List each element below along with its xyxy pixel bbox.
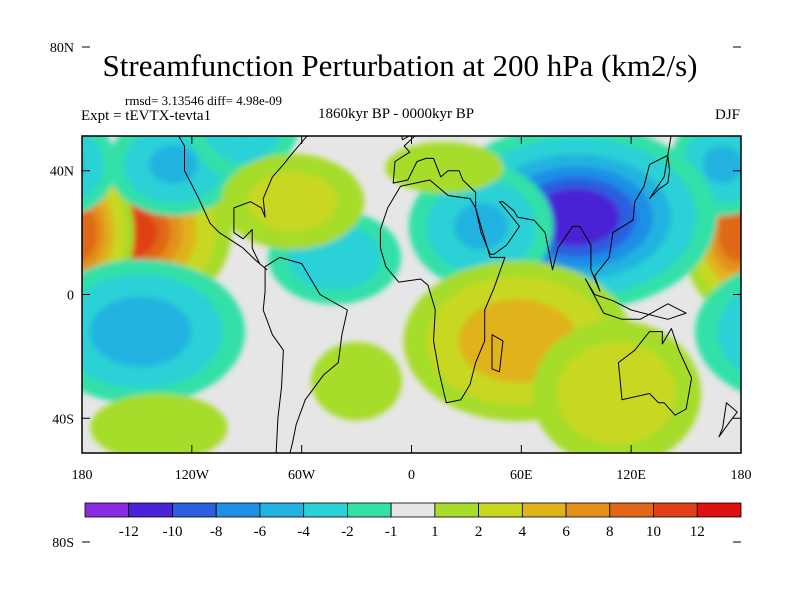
- contour-anomaly-9: [0, 138, 37, 297]
- coastline-japan: [649, 154, 671, 200]
- contour-anomaly-15: [0, 342, 17, 444]
- colorbar-swatch: [653, 502, 698, 518]
- colorbar-swatch: [346, 502, 392, 518]
- lon-label: 120W: [175, 468, 210, 483]
- colorbar-label: -6: [254, 524, 267, 540]
- lon-label: 120E: [616, 468, 646, 483]
- period-label: 1860kyr BP - 0000kyr BP: [318, 106, 475, 122]
- coastline-madagascar: [491, 334, 504, 373]
- contour-anomaly-5: [309, 14, 397, 67]
- map-title: Streamfunction Perturbation at 200 hPa (…: [102, 48, 698, 83]
- contour-anomaly-2: [767, 113, 800, 215]
- contour-anomaly-16: [90, 393, 228, 453]
- contour-anomaly-0: [737, 217, 741, 248]
- colorbar-label: -2: [341, 524, 354, 540]
- colorbar-label: 12: [690, 524, 705, 540]
- colorbar-label: -10: [162, 524, 182, 540]
- map-axes: 80N 40N 0 40S 80S 180 120W 60W 0 60E 120E 180: [50, 41, 752, 551]
- colorbar-label: 1: [431, 524, 439, 540]
- contour-anomaly-7: [0, 8, 114, 111]
- contour-anomaly-7: [643, 34, 729, 85]
- coastline-greenland: [280, 38, 379, 109]
- contour-anomaly-4: [204, 136, 282, 163]
- contour-anomaly-9: [0, 124, 58, 310]
- colorbar-swatch: [565, 502, 611, 518]
- coastline-south-america: [262, 256, 348, 453]
- contour-anomaly-2: [783, 126, 800, 203]
- colorbar-swatch: [172, 502, 217, 518]
- contour-anomaly-15: [557, 342, 676, 445]
- contour-anomaly-9: [0, 154, 12, 280]
- contour-anomaly-3: [749, 297, 800, 367]
- colorbar-swatch: [390, 502, 436, 518]
- colorbar-swatch: [521, 502, 567, 518]
- contour-anomaly-1: [718, 204, 741, 261]
- lon-label: 0: [408, 468, 415, 483]
- colorbar-label: 4: [519, 524, 527, 540]
- contour-anomaly-13: [385, 142, 504, 194]
- colorbar-swatch: [696, 502, 742, 518]
- contour-anomaly-17: [311, 341, 402, 421]
- contour-anomaly-0: [750, 206, 800, 259]
- colorbar-label: -12: [119, 524, 139, 540]
- contour-anomaly-6: [342, 0, 598, 112]
- stats-label: rmsd= 3.13546 diff= 4.98e-09: [125, 93, 283, 108]
- contour-anomaly-5: [282, 0, 424, 83]
- lon-label: 60E: [510, 468, 533, 483]
- experiment-label: Expt = tEVTX-tevta1: [81, 108, 212, 124]
- contour-anomaly-3: [89, 296, 192, 367]
- colorbar-swatch: [215, 502, 261, 518]
- coastline-north-america: [178, 136, 308, 271]
- lon-label: 60W: [288, 468, 316, 483]
- coastline-eurasia: [392, 136, 672, 292]
- contour-anomaly-6: [387, 15, 554, 92]
- coastlines: [178, 38, 738, 453]
- colorbar-label: -4: [297, 524, 310, 540]
- contour-anomaly-12: [247, 171, 338, 232]
- colorbar-label: 8: [606, 524, 614, 540]
- contour-anomaly-7: [0, 0, 142, 128]
- contour-anomaly-15: [0, 320, 42, 466]
- colorbar: -12 -10 -8 -6 -4 -2 -1 1 2 4 6 8 10 12: [84, 502, 742, 540]
- coastline-new-zealand: [718, 402, 738, 438]
- lat-label: 80S: [52, 536, 74, 551]
- colorbar-swatch: [259, 502, 305, 518]
- contour-field: [0, 0, 800, 466]
- colorbar-label: 2: [475, 524, 483, 540]
- season-label: DJF: [714, 107, 740, 123]
- contour-anomaly-6: [310, 0, 631, 127]
- colorbar-label: -1: [385, 524, 398, 540]
- colorbar-swatch: [303, 502, 348, 518]
- coastline-africa: [379, 179, 506, 404]
- colorbar-label: 6: [562, 524, 570, 540]
- lat-label: 40S: [52, 412, 74, 427]
- lon-label: 180: [731, 468, 752, 483]
- contour-anomaly-8: [82, 136, 104, 199]
- colorbar-swatch: [434, 502, 479, 518]
- contour-anomaly-7: [571, 0, 800, 128]
- colorbar-swatch: [478, 502, 523, 518]
- contour-anomaly-7: [599, 8, 772, 111]
- colorbar-swatch: [128, 502, 173, 518]
- contour-anomaly-3: [717, 291, 741, 372]
- colorbar-swatch: [609, 502, 654, 518]
- lat-label: 80N: [50, 41, 74, 56]
- lat-label: 40N: [50, 165, 74, 180]
- coastline-indonesia: [584, 278, 687, 320]
- contour-anomaly-1: [82, 204, 98, 261]
- lon-label: 180: [72, 468, 93, 483]
- coastline-australia: [617, 328, 693, 416]
- contour-anomaly-4: [216, 64, 269, 136]
- colorbar-label: 10: [646, 524, 661, 540]
- contour-anomaly-9: [532, 188, 620, 247]
- contour-anomaly-2: [149, 145, 199, 184]
- colorbar-label: -8: [210, 524, 223, 540]
- contour-anomaly-8: [703, 145, 741, 184]
- colorbar-swatch: [84, 502, 130, 518]
- contour-anomaly-5: [262, 0, 443, 95]
- contour-anomaly-16: [749, 394, 800, 462]
- lat-label: 0: [67, 289, 74, 304]
